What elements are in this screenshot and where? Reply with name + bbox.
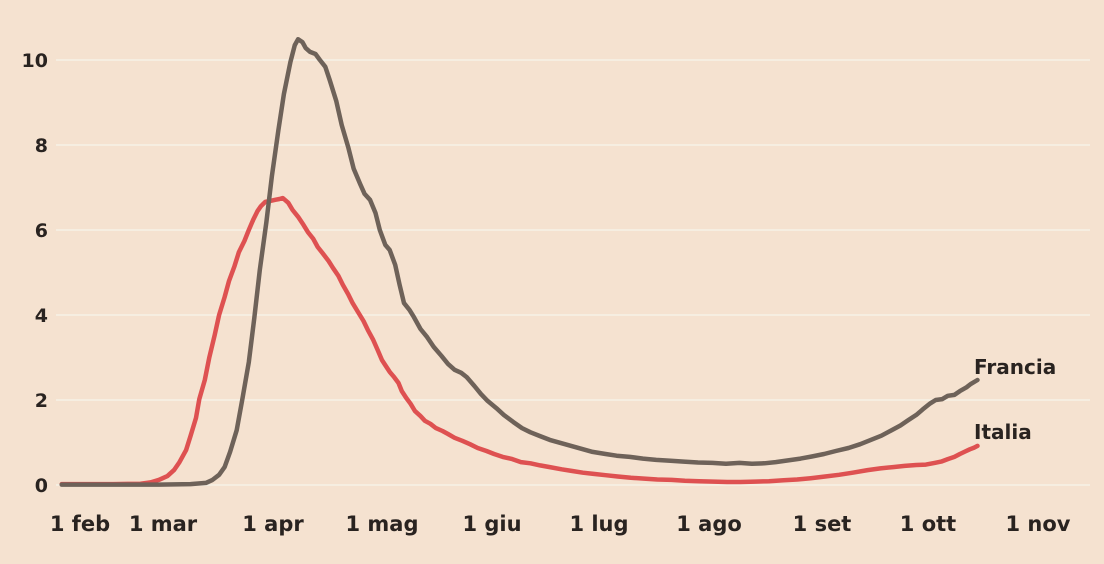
series-label-italia: Italia xyxy=(974,420,1032,444)
series-line-francia xyxy=(59,36,980,487)
series-line-italia xyxy=(59,195,980,487)
x-tick-label: 1 set xyxy=(793,512,852,536)
y-tick-label: 0 xyxy=(35,475,48,497)
y-tick-label: 6 xyxy=(35,220,48,242)
y-tick-label: 10 xyxy=(22,50,48,72)
x-tick-label: 1 mag xyxy=(345,512,418,536)
y-tick-label: 4 xyxy=(35,305,48,327)
y-tick-label: 2 xyxy=(35,390,48,412)
x-tick-label: 1 giu xyxy=(462,512,521,536)
x-tick-label: 1 ott xyxy=(900,512,956,536)
series-label-francia: Francia xyxy=(974,355,1056,379)
x-tick-label: 1 nov xyxy=(1006,512,1071,536)
x-tick-label: 1 lug xyxy=(569,512,628,536)
x-tick-label: 1 apr xyxy=(242,512,304,536)
x-tick-label: 1 mar xyxy=(129,512,198,536)
x-tick-label: 1 ago xyxy=(676,512,742,536)
x-tick-label: 1 feb xyxy=(50,512,110,536)
y-tick-label: 8 xyxy=(35,135,48,157)
